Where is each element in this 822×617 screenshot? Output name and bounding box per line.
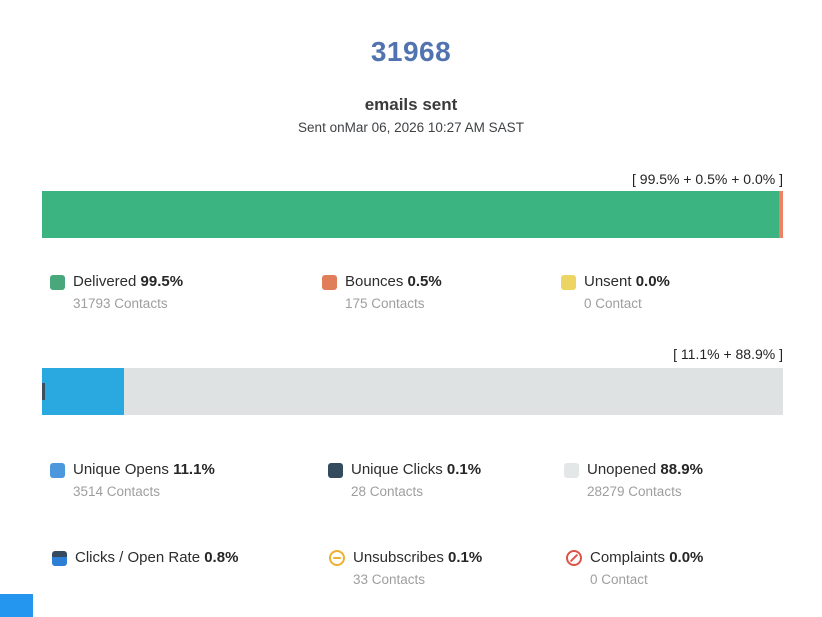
bounces-label: Bounces 0.5% (345, 273, 442, 290)
unsent-color-icon (561, 275, 576, 290)
delivered-contacts: 31793 Contacts (73, 296, 168, 311)
unique-clicks-color-icon (328, 463, 343, 478)
unique-clicks-label: Unique Clicks 0.1% (351, 461, 482, 478)
minus-circle-icon (329, 550, 345, 566)
no-entry-icon (566, 550, 582, 566)
unsubscribes-label: Unsubscribes 0.1% (353, 549, 483, 566)
engagement-stacked-bar (42, 368, 783, 415)
clicks-open-rate-label: Clicks / Open Rate 0.8% (75, 549, 239, 566)
emails-sent-total: 31968 (370, 36, 452, 67)
legend-bounces: Bounces 0.5% 175 Contacts (322, 273, 442, 311)
complaints-contacts: 0 Contact (590, 572, 648, 587)
legend-unique-clicks: Unique Clicks 0.1% 28 Contacts (328, 461, 481, 499)
legend-unique-opens: Unique Opens 11.1% 3514 Contacts (50, 461, 215, 499)
unopened-bar-segment (124, 368, 783, 415)
bounces-color-icon (322, 275, 337, 290)
unopened-color-icon (564, 463, 579, 478)
bounces-contacts: 175 Contacts (345, 296, 425, 311)
unique-opens-bar-segment (42, 368, 125, 415)
unique-clicks-contacts: 28 Contacts (351, 484, 424, 499)
unsent-label: Unsent 0.0% (584, 273, 670, 290)
unique-opens-contacts: 3514 Contacts (73, 484, 161, 499)
unsent-contacts: 0 Contact (584, 296, 642, 311)
unique-clicks-bar-segment (42, 383, 45, 400)
delivered-bar-segment (42, 191, 780, 238)
unopened-label: Unopened 88.9% (587, 461, 703, 478)
unopened-contacts: 28279 Contacts (587, 484, 682, 499)
delivered-color-icon (50, 275, 65, 290)
sent-on-timestamp: Sent onMar 06, 2026 10:27 AM SAST (298, 120, 524, 135)
unique-opens-label: Unique Opens 11.1% (73, 461, 215, 478)
bounces-bar-segment (779, 191, 783, 238)
delivered-label: Delivered 99.5% (73, 273, 184, 290)
clicks-open-rate-icon (52, 551, 67, 566)
legend-complaints: Complaints 0.0% 0 Contact (566, 549, 703, 587)
cutoff-blue-element (0, 594, 33, 617)
emails-sent-label: emails sent (364, 95, 458, 114)
unsubscribes-contacts: 33 Contacts (353, 572, 426, 587)
legend-unsent: Unsent 0.0% 0 Contact (561, 273, 670, 311)
delivery-bar-annotation: [ 99.5% + 0.5% + 0.0% ] (632, 171, 783, 187)
delivery-stacked-bar (42, 191, 783, 238)
complaints-label: Complaints 0.0% (590, 549, 704, 566)
legend-unopened: Unopened 88.9% 28279 Contacts (564, 461, 703, 499)
legend-unsubscribes: Unsubscribes 0.1% 33 Contacts (329, 549, 482, 587)
engagement-bar-annotation: [ 11.1% + 88.9% ] (673, 346, 783, 362)
legend-delivered: Delivered 99.5% 31793 Contacts (50, 273, 183, 311)
unique-opens-color-icon (50, 463, 65, 478)
legend-clicks-open-rate: Clicks / Open Rate 0.8% (52, 549, 238, 567)
